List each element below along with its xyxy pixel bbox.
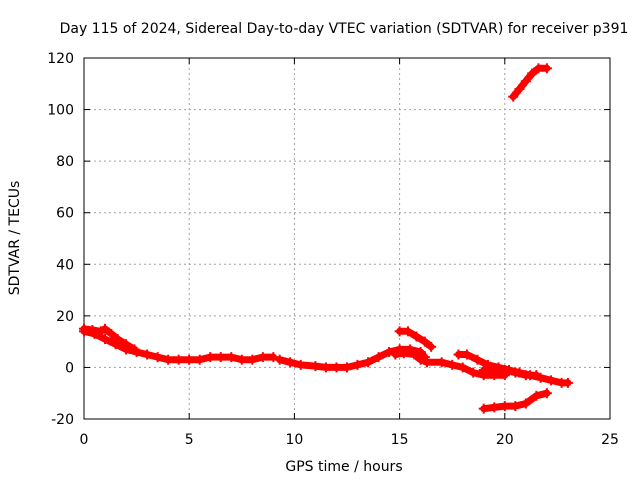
data-point	[163, 354, 174, 365]
y-tick-label: 60	[56, 206, 74, 222]
y-tick-label: 0	[65, 360, 74, 376]
data-point	[546, 375, 557, 386]
data-point	[247, 354, 258, 365]
data-point	[87, 325, 98, 336]
data-point	[403, 326, 414, 337]
data-point	[236, 354, 247, 365]
data-point	[499, 365, 510, 376]
data-point	[394, 326, 405, 337]
data-point	[257, 352, 268, 363]
data-point	[489, 402, 500, 413]
data-point	[100, 323, 111, 334]
data-point	[268, 352, 279, 363]
data-point	[352, 359, 363, 370]
y-tick-label: -20	[51, 412, 74, 428]
data-point	[390, 349, 401, 360]
x-tick-label: 15	[391, 432, 409, 448]
data-point	[531, 390, 542, 401]
data-point	[541, 63, 552, 74]
data-point	[468, 367, 479, 378]
data-point	[384, 346, 395, 357]
y-axis-title: SDTVAR / TECUs	[7, 181, 23, 296]
data-point	[520, 370, 531, 381]
data-point	[215, 352, 226, 363]
data-point	[478, 403, 489, 414]
data-point	[531, 370, 542, 381]
data-point	[453, 349, 464, 360]
data-point	[533, 63, 544, 74]
data-point	[129, 344, 140, 355]
data-point	[499, 401, 510, 412]
data-point	[426, 341, 437, 352]
data-point	[541, 388, 552, 399]
x-tick-label: 5	[185, 432, 194, 448]
data-point	[342, 362, 352, 373]
data-point	[489, 365, 500, 376]
chart-title: Day 115 of 2024, Sidereal Day-to-day VTE…	[60, 21, 629, 37]
data-point	[461, 349, 472, 360]
data-series	[79, 63, 573, 414]
data-point	[508, 91, 519, 102]
data-point	[457, 362, 468, 373]
y-tick-label: 120	[47, 51, 74, 67]
data-point	[421, 357, 432, 368]
series-track-hump	[396, 327, 435, 351]
data-point	[331, 362, 342, 373]
data-point	[419, 336, 430, 347]
data-point	[415, 354, 426, 365]
plot-frame	[83, 57, 611, 420]
data-point	[510, 367, 521, 378]
y-tick-label: 100	[47, 103, 74, 119]
data-point	[285, 357, 296, 368]
x-axis-title: GPS time / hours	[285, 459, 402, 475]
data-point	[363, 357, 374, 368]
data-point	[562, 377, 573, 388]
data-point	[310, 361, 321, 372]
data-point	[411, 331, 422, 342]
data-point	[112, 334, 123, 345]
data-point	[184, 354, 195, 365]
data-point	[274, 354, 285, 365]
data-point	[514, 83, 525, 94]
data-point	[194, 354, 205, 365]
data-point	[100, 334, 111, 345]
data-point	[295, 359, 306, 370]
data-point	[106, 328, 117, 339]
data-point	[436, 357, 447, 368]
x-tick-label: 10	[285, 432, 303, 448]
data-point	[373, 352, 384, 363]
x-tick-label: 0	[80, 432, 89, 448]
data-point	[226, 352, 237, 363]
data-point	[398, 348, 409, 359]
x-tick-label: 20	[496, 432, 514, 448]
y-tick-label: 20	[56, 309, 74, 325]
data-point	[173, 354, 184, 365]
data-point	[205, 352, 216, 363]
data-point	[472, 354, 483, 365]
data-point	[478, 365, 489, 376]
data-point	[142, 349, 153, 360]
data-point	[520, 398, 531, 409]
x-tick-label: 25	[601, 432, 619, 448]
y-tick-label: 40	[56, 257, 74, 273]
data-point	[409, 349, 420, 360]
data-point	[121, 339, 132, 350]
data-point	[79, 323, 89, 334]
data-point	[152, 352, 163, 363]
data-point	[520, 76, 531, 87]
axis-ticks: -20 0 20 40 60 80 100 120 0 5 10 15 20 25	[47, 51, 619, 448]
y-tick-label: 80	[56, 154, 74, 170]
data-point	[447, 359, 458, 370]
data-point	[527, 68, 538, 79]
data-point	[320, 362, 331, 373]
data-point	[510, 401, 521, 412]
